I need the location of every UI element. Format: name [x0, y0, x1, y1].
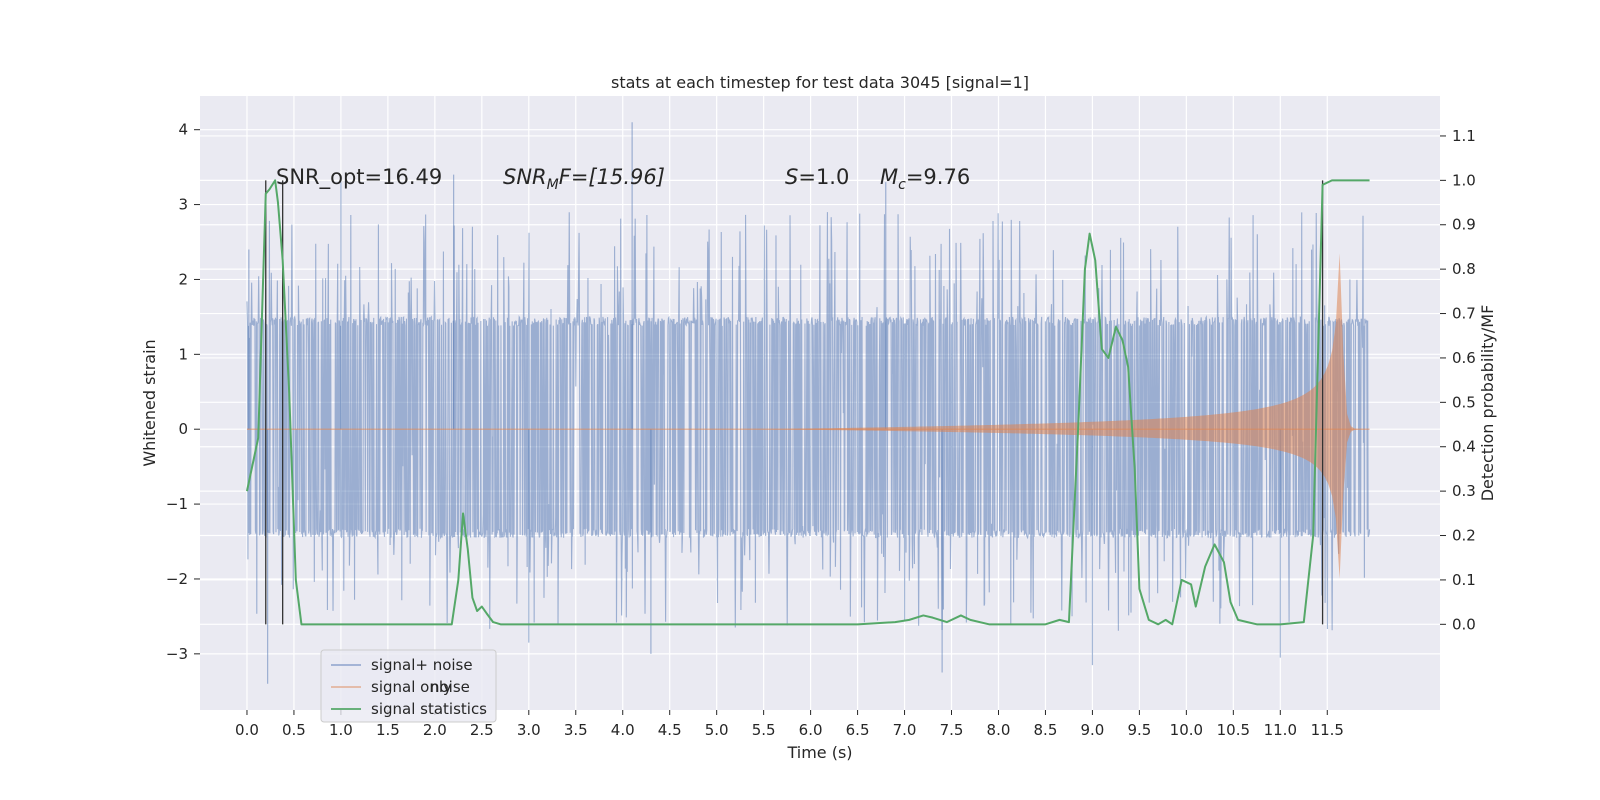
signal-plus-noise-line [246, 212, 1371, 631]
y-left-tick-label: −3 [166, 645, 188, 663]
legend-ghost-text: noise [430, 678, 470, 696]
legend-item-signal-statistics: signal statistics [331, 700, 487, 718]
x-tick-label: 7.0 [893, 721, 917, 739]
x-axis-label: Time (s) [786, 743, 852, 762]
y-left-tick-label: 2 [178, 270, 188, 288]
x-tick-label: 5.5 [752, 721, 776, 739]
legend-item-signal-plus-noise: signal+ noise [331, 656, 473, 674]
y-right-tick-label: 0.7 [1452, 305, 1476, 323]
x-tick-label: 6.0 [799, 721, 823, 739]
y-right-tick-label: 0.4 [1452, 438, 1476, 456]
legend-label-stats: signal statistics [371, 700, 487, 718]
annotation-mc-value: =9.76 [906, 165, 970, 189]
annotation-snr-mf-sub: M [547, 177, 559, 193]
x-tick-label: 6.5 [846, 721, 870, 739]
x-tick-label: 8.0 [987, 721, 1011, 739]
legend-item-signal-only: signal only [331, 678, 452, 696]
x-tick-label: 1.0 [329, 721, 353, 739]
annotation-mc: Mc=9.76 [880, 165, 970, 193]
y-left-tick-label: 1 [178, 345, 188, 363]
axis-ticks: 0.0 0.5 1.0 1.5 2.0 2.5 3.0 3.5 4.0 4.5 5.0 5.5 6.0 6… [166, 121, 1476, 739]
y-right-tick-label: 0.0 [1452, 615, 1476, 633]
x-tick-label: 1.5 [376, 721, 400, 739]
y-right-tick-label: 0.3 [1452, 482, 1476, 500]
x-tick-label: 8.5 [1034, 721, 1058, 739]
x-tick-label: 4.0 [611, 721, 635, 739]
x-tick-label: 2.0 [423, 721, 447, 739]
y-right-tick-label: 1.1 [1452, 127, 1476, 145]
x-tick-label: 11.0 [1264, 721, 1297, 739]
y-right-tick-label: 0.8 [1452, 260, 1476, 278]
y-right-tick-label: 0.5 [1452, 393, 1476, 411]
y-right-tick-label: 0.6 [1452, 349, 1476, 367]
annotation-snr-mf-label: SNR [503, 165, 547, 189]
annotation-mc-sub: c [898, 177, 906, 193]
x-tick-label: 0.5 [282, 721, 306, 739]
x-tick-label: 10.5 [1217, 721, 1250, 739]
y-left-tick-label: −2 [166, 570, 188, 588]
x-tick-label: 5.0 [705, 721, 729, 739]
series-signal-only [246, 253, 1370, 579]
x-tick-label: 2.5 [470, 721, 494, 739]
x-tick-label: 9.0 [1080, 721, 1104, 739]
x-tick-label: 3.5 [564, 721, 588, 739]
annotation-s: S=1.0 [785, 165, 849, 189]
legend-label-noise: signal+ noise [371, 656, 473, 674]
legend: noise signal+ noise signal only signal s… [320, 649, 497, 723]
y-left-tick-label: 4 [178, 121, 188, 139]
y-right-tick-label: 1.0 [1452, 171, 1476, 189]
x-tick-label: 0.0 [235, 721, 259, 739]
legend-label-signal: signal only [371, 678, 452, 696]
series-signal-plus-noise [246, 122, 1371, 684]
x-tick-label: 7.5 [940, 721, 964, 739]
annotation-s-label: S [785, 165, 798, 189]
annotation-mc-label: M [880, 165, 898, 189]
y-right-tick-label: 0.2 [1452, 527, 1476, 545]
annotation-snr-mf: SNRMF=[15.96] [503, 165, 665, 193]
y-left-tick-label: 3 [178, 196, 188, 214]
x-tick-label: 3.0 [517, 721, 541, 739]
x-tick-label: 4.5 [658, 721, 682, 739]
chart-title: stats at each timestep for test data 304… [611, 73, 1029, 92]
x-tick-label: 9.5 [1127, 721, 1151, 739]
y-axis-label-left: Whitened strain [140, 339, 159, 466]
y-right-tick-label: 0.1 [1452, 571, 1476, 589]
annotations: SNR_opt=16.49 SNRMF=[15.96] S=1.0 Mc=9.7… [276, 165, 970, 193]
x-tick-label: 10.0 [1170, 721, 1203, 739]
annotation-snr-mf-value-f: F=[15.96] [559, 165, 665, 189]
series-signal-statistics [245, 179, 1370, 626]
annotation-snr-opt: SNR_opt=16.49 [276, 165, 442, 190]
legend-box [320, 649, 497, 723]
y-axis-label-right: Detection probability/MF [1478, 305, 1497, 502]
y-left-tick-label: −1 [166, 495, 188, 513]
x-tick-label: 11.5 [1311, 721, 1344, 739]
y-right-tick-label: 0.9 [1452, 216, 1476, 234]
annotation-s-value: =1.0 [798, 165, 849, 189]
y-left-tick-label: 0 [178, 420, 188, 438]
signal-statistics-line [245, 179, 1370, 626]
